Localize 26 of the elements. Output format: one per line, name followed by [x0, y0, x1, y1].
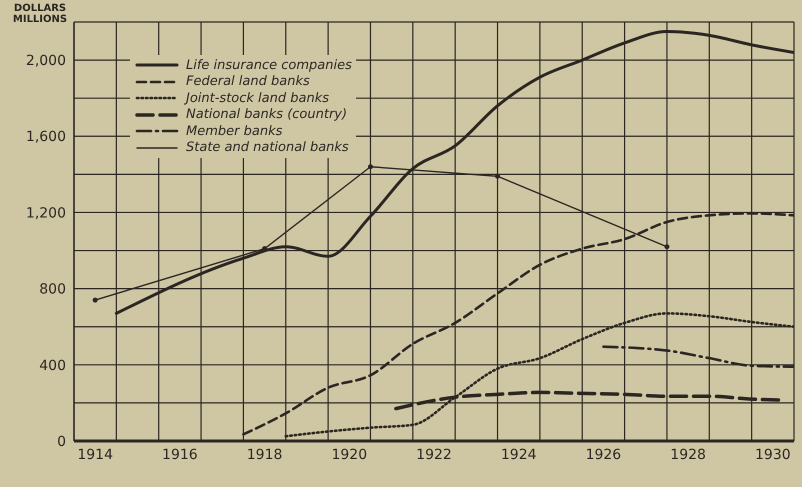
y-axis-title: DOLLARS MILLIONS	[12, 3, 68, 25]
legend-label: National banks (country)	[186, 107, 348, 122]
x-tick-label: 1914	[77, 446, 114, 463]
y-tick-label: 2,000	[26, 53, 66, 70]
x-tick-label: 1918	[246, 446, 282, 463]
x-tick-label: 1926	[586, 446, 622, 463]
x-tick-label: 1924	[500, 446, 537, 463]
point	[664, 244, 670, 250]
y-tick-label: 1,200	[26, 205, 66, 222]
x-tick-label: 1922	[416, 446, 452, 463]
x-tick-label: 1920	[331, 446, 368, 463]
point	[92, 298, 98, 303]
legend-label: Joint-stock land banks	[186, 90, 330, 106]
legend-label: Federal land banks	[186, 74, 310, 90]
y-tick-label: 0	[57, 434, 66, 450]
legend-label: State and national banks	[186, 140, 349, 156]
y-tick-label: 400	[39, 358, 66, 374]
x-tick-label: 1916	[162, 446, 198, 463]
y-tick-label: 800	[39, 282, 66, 298]
legend-label: Life insurance companies	[186, 58, 352, 73]
x-tick-label: 1930	[755, 446, 791, 463]
legend-label: Member banks	[186, 124, 282, 139]
point	[368, 164, 373, 170]
y-tick-label: 1,600	[26, 129, 66, 146]
x-tick-label: 1928	[670, 446, 706, 463]
point	[495, 174, 500, 179]
